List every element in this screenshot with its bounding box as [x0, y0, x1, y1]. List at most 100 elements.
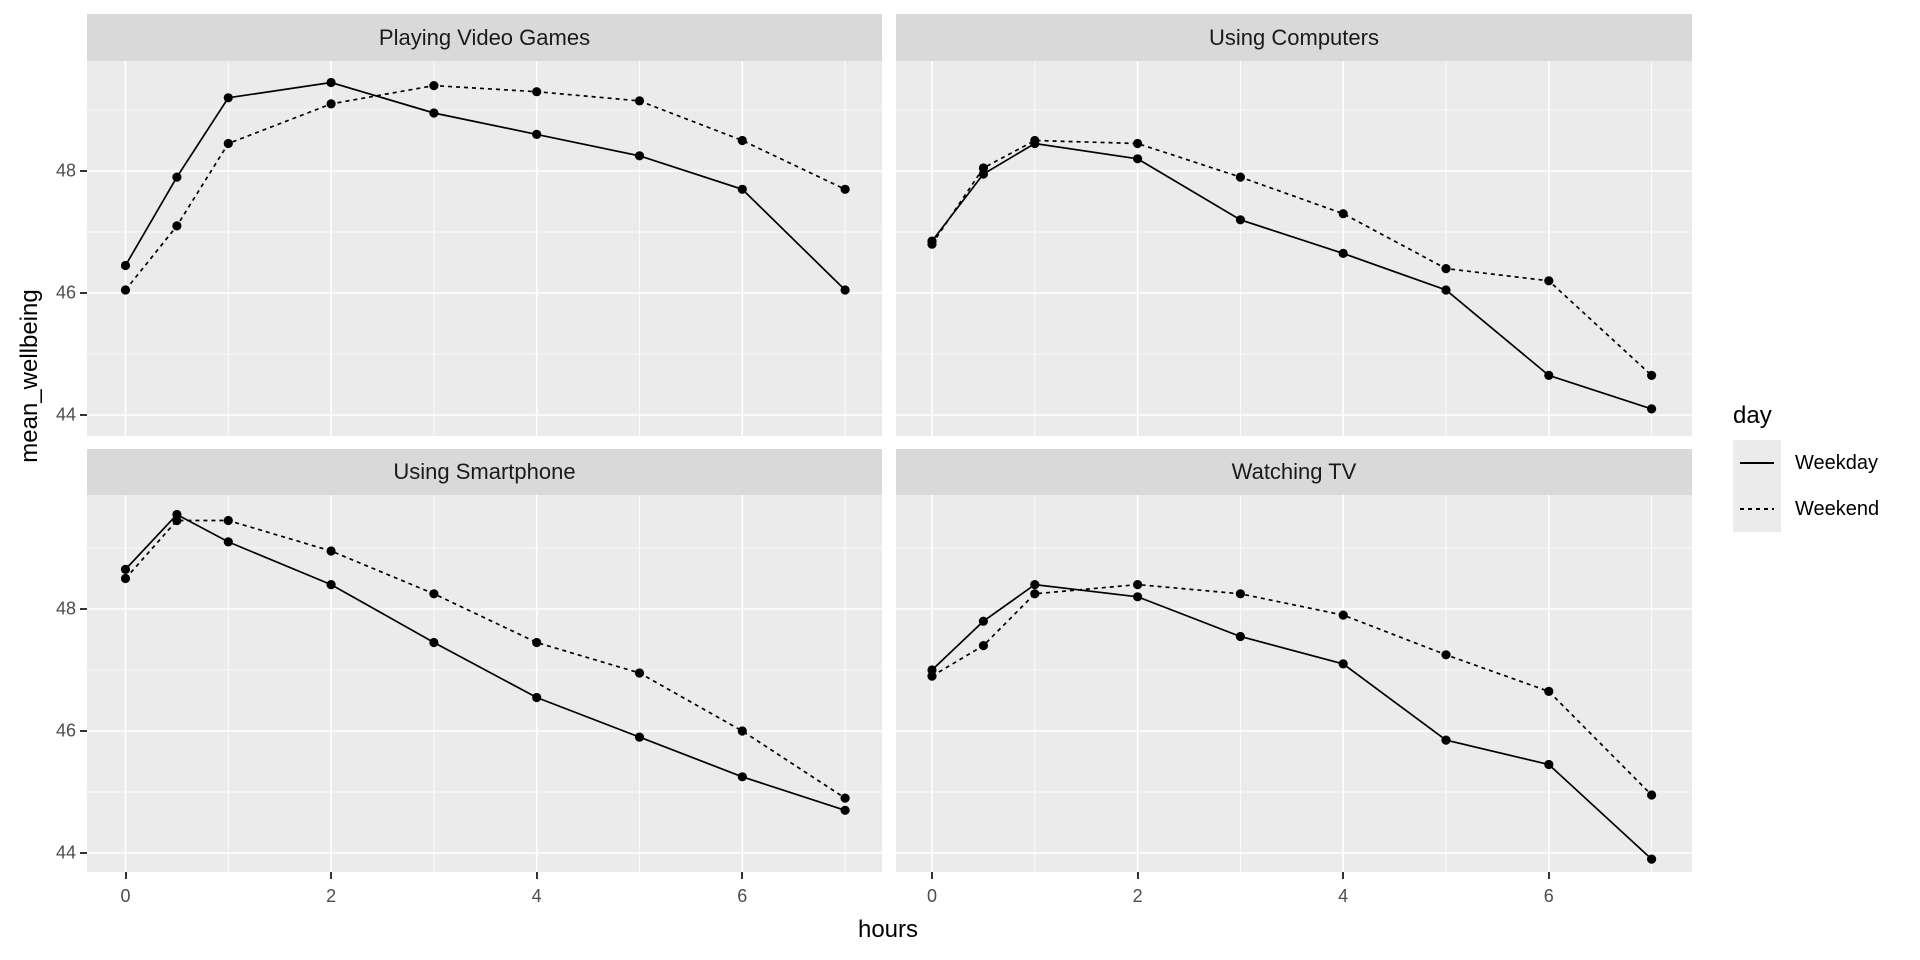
- data-point: [326, 580, 336, 590]
- facet-panel-playing-video-games: [87, 61, 882, 436]
- legend-entry-weekday: Weekday: [1733, 440, 1879, 486]
- x-tick-label: 2: [326, 886, 337, 906]
- x-axis-title: hours: [857, 916, 919, 943]
- y-tick-label: 44: [55, 404, 76, 425]
- facet-title: Playing Video Games: [378, 24, 591, 50]
- facet-panel-using-smartphone: [87, 495, 882, 872]
- facet-plot-area: [87, 61, 882, 436]
- series-line-weekday: [124, 513, 846, 812]
- data-point: [1235, 631, 1245, 642]
- data-point: [1441, 285, 1451, 295]
- x-tick-label: 4: [1338, 886, 1349, 906]
- data-point: [1441, 650, 1451, 660]
- data-point: [737, 726, 747, 736]
- data-point: [1647, 404, 1657, 414]
- data-point: [1133, 138, 1143, 149]
- data-point: [840, 805, 850, 815]
- x-axis-tick: [1136, 872, 1139, 879]
- data-point: [840, 285, 850, 295]
- data-point: [1133, 580, 1143, 590]
- data-point: [1133, 154, 1143, 164]
- data-point: [120, 260, 131, 271]
- data-point: [223, 515, 233, 526]
- y-axis-tick: [80, 414, 87, 416]
- x-tick-label: 6: [737, 886, 748, 906]
- legend-key-dashed-line-icon: [1733, 486, 1781, 532]
- data-point: [1030, 580, 1040, 590]
- data-point: [1544, 686, 1554, 696]
- facet-title: Using Computers: [1209, 24, 1379, 50]
- facet-plot-area: [87, 495, 882, 872]
- legend-label: Weekend: [1795, 497, 1880, 520]
- y-tick-label: 48: [55, 598, 76, 619]
- data-point: [634, 732, 645, 742]
- facet-plot-area: [896, 495, 1692, 872]
- data-point: [1235, 215, 1245, 225]
- x-axis-tick: [330, 872, 333, 879]
- facet-plot-area: [896, 61, 1692, 436]
- data-point: [120, 564, 131, 574]
- series-line-weekday: [931, 583, 1653, 860]
- data-point: [1647, 854, 1657, 864]
- facet-panel-using-computers: [896, 61, 1692, 436]
- data-point: [429, 637, 439, 648]
- data-point: [1338, 659, 1348, 669]
- data-point: [1647, 790, 1657, 800]
- x-tick-label: 4: [531, 886, 542, 906]
- x-tick-label: 0: [120, 886, 131, 906]
- data-point: [1235, 172, 1245, 182]
- facet-title: Watching TV: [1231, 459, 1357, 484]
- data-point: [1235, 589, 1245, 599]
- facet-strip-watching-tv: Watching TV: [896, 449, 1692, 495]
- legend-key-solid-line-icon: [1733, 440, 1781, 486]
- legend-entry-weekend: Weekend: [1733, 486, 1879, 532]
- data-point: [1441, 264, 1451, 274]
- data-point: [978, 163, 988, 173]
- y-tick-label: 46: [55, 282, 76, 303]
- data-point: [978, 616, 988, 626]
- x-axis-tick: [535, 872, 538, 879]
- data-point: [532, 87, 542, 97]
- facet-strip-using-smartphone: Using Smartphone: [87, 449, 882, 495]
- data-point: [737, 184, 747, 194]
- data-point: [1544, 370, 1554, 380]
- legend-label: Weekday: [1795, 451, 1879, 474]
- data-point: [1441, 735, 1451, 745]
- y-axis-tick: [80, 292, 87, 294]
- data-point: [532, 692, 542, 703]
- data-point: [532, 129, 542, 139]
- data-point: [1338, 248, 1348, 258]
- data-point: [172, 515, 182, 526]
- data-point: [1544, 759, 1554, 770]
- data-point: [429, 589, 439, 599]
- series-line-weekend: [931, 139, 1653, 377]
- x-tick-label: 0: [926, 886, 938, 906]
- data-point: [532, 637, 542, 648]
- data-point: [737, 772, 747, 782]
- data-point: [172, 221, 182, 231]
- y-axis-tick: [80, 852, 87, 854]
- y-tick-label: 48: [55, 160, 76, 181]
- data-point: [634, 96, 645, 106]
- y-axis-tick: [80, 730, 87, 732]
- y-axis-tick: [80, 608, 87, 610]
- series-line-weekday: [124, 81, 846, 291]
- series-line-weekday: [931, 142, 1652, 410]
- y-axis-title: mean_wellbeing: [16, 288, 43, 463]
- data-point: [634, 151, 645, 161]
- data-point: [429, 108, 439, 118]
- y-axis-tick: [80, 170, 87, 172]
- y-tick-label: 44: [55, 842, 76, 863]
- facet-panel-watching-tv: [896, 495, 1692, 872]
- data-point: [120, 285, 131, 295]
- facet-strip-playing-video-games: Playing Video Games: [87, 14, 882, 61]
- series-line-weekend: [124, 519, 846, 799]
- facet-title: Using Smartphone: [393, 459, 576, 484]
- data-point: [429, 81, 439, 91]
- x-axis-tick: [931, 872, 933, 879]
- data-point: [326, 99, 336, 109]
- x-axis-tick: [124, 872, 127, 879]
- data-point: [1544, 276, 1554, 286]
- x-axis-tick: [1342, 872, 1345, 879]
- x-tick-label: 2: [1132, 886, 1143, 906]
